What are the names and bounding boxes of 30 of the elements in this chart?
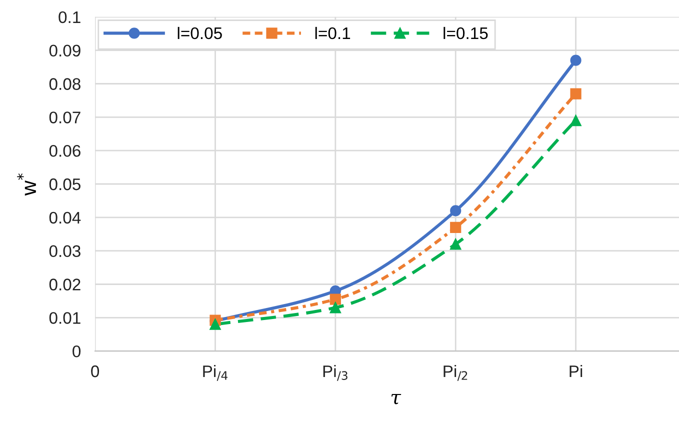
x-tick-label: Pi$_{/4}$ [203,364,228,381]
legend-label: l=0.1 [315,26,350,40]
x-tick-label: Pi [570,364,582,378]
point [570,114,582,126]
legend-label: l=0.05 [178,26,222,40]
x-tick-label: Pi$_{/2}$ [444,364,468,381]
point [210,318,221,330]
y-tick-label: 0.07 [49,112,80,124]
point [450,205,462,216]
y-tick-label: 0.04 [49,212,81,224]
y-tick-label: 0.09 [49,44,80,57]
y-tick-label: 0.01 [49,312,80,324]
y-tick-label: 0.1 [58,11,80,24]
y-tick-label: 0 [72,345,81,358]
point [570,88,582,100]
y-tick-label: 0.05 [49,178,80,190]
y-tick-label: 0.03 [49,245,80,258]
point [330,294,341,305]
x-axis-title: τ [391,394,402,404]
point [450,238,462,250]
y-tick-label: 0.02 [49,278,80,290]
y-tick-label: 0.08 [49,78,80,90]
y-axis-title: w$^{*}$ [17,173,36,196]
y-tick-label: 0.06 [49,144,80,157]
x-tick-label: Pi$_{/3}$ [323,364,348,381]
point [570,54,582,66]
point [330,302,341,314]
x-tick-label: 0 [91,365,100,378]
legend-label: l=0.15 [444,26,488,40]
point [450,222,462,234]
